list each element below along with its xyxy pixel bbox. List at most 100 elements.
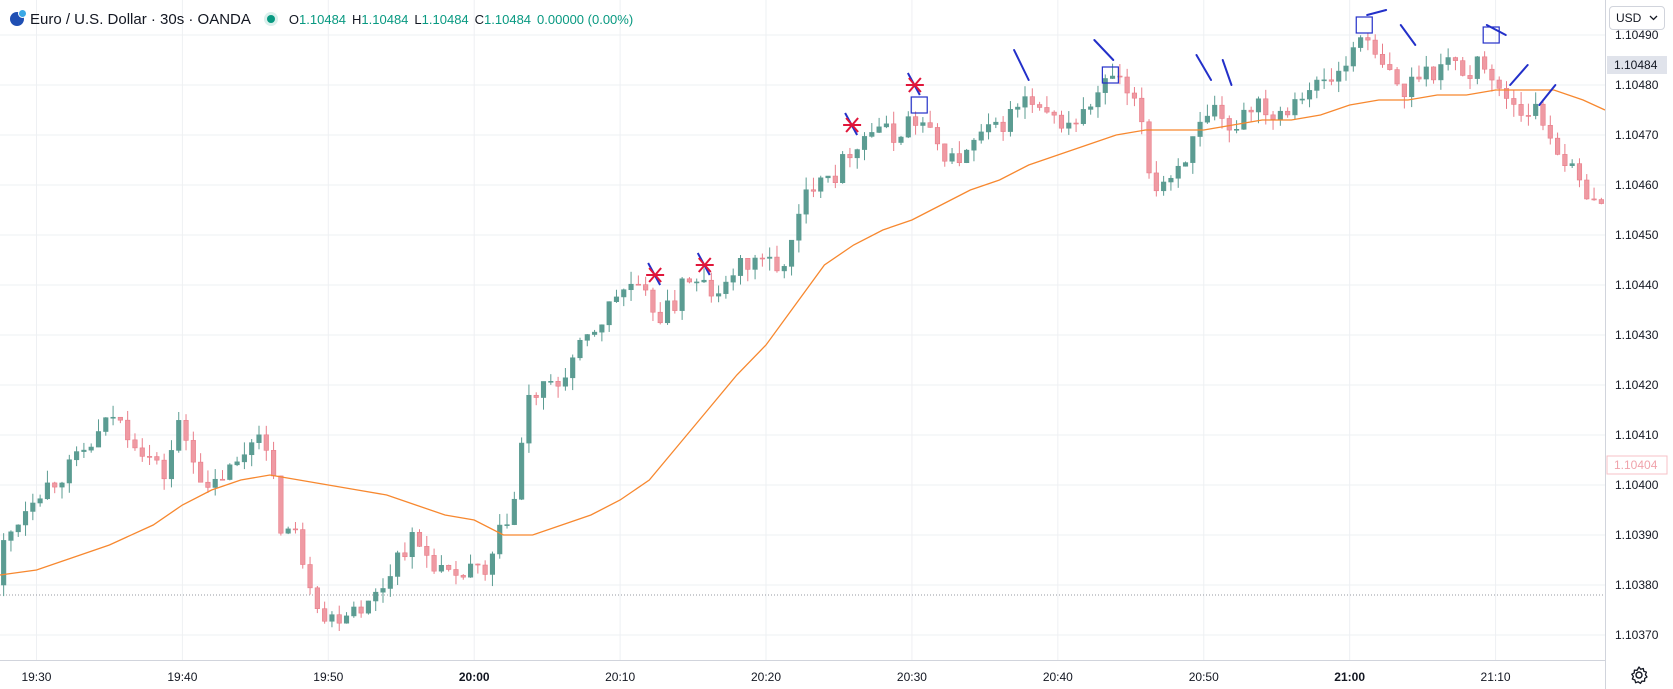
candle-up[interactable]	[1569, 163, 1575, 166]
candle-down[interactable]	[1248, 109, 1254, 113]
candle-up[interactable]	[1445, 57, 1451, 65]
candle-down[interactable]	[643, 284, 649, 291]
candle-down[interactable]	[1146, 121, 1152, 174]
candle-down[interactable]	[759, 257, 765, 260]
candle-down[interactable]	[533, 394, 539, 398]
candle-down[interactable]	[1037, 104, 1043, 108]
candle-up[interactable]	[803, 189, 809, 215]
candle-up[interactable]	[577, 339, 583, 359]
candle-down[interactable]	[1401, 83, 1407, 98]
candle-up[interactable]	[883, 123, 889, 128]
candle-up[interactable]	[1015, 106, 1021, 110]
candle-up[interactable]	[978, 131, 984, 141]
candle-up[interactable]	[1474, 56, 1480, 79]
candle-up[interactable]	[497, 524, 503, 555]
candle-up[interactable]	[1007, 109, 1013, 132]
candle-down[interactable]	[1452, 57, 1459, 61]
candle-up[interactable]	[1161, 181, 1167, 192]
candle-up[interactable]	[110, 416, 116, 419]
candle-up[interactable]	[752, 257, 758, 270]
candle-up[interactable]	[1066, 122, 1072, 129]
candle-up[interactable]	[1314, 79, 1320, 91]
candle-down[interactable]	[1051, 111, 1057, 116]
candle-down[interactable]	[1285, 110, 1291, 116]
candle-up[interactable]	[1095, 92, 1101, 108]
candle-down[interactable]	[271, 450, 277, 477]
candle-up[interactable]	[1321, 79, 1327, 82]
symbol-title[interactable]: Euro / U.S. Dollar · 30s · OANDA	[30, 10, 251, 28]
candle-up[interactable]	[504, 524, 510, 526]
candle-up[interactable]	[592, 331, 598, 335]
candle-up[interactable]	[869, 132, 875, 137]
candle-up[interactable]	[548, 381, 554, 383]
candle-up[interactable]	[920, 122, 926, 126]
candle-up[interactable]	[1409, 76, 1415, 98]
candle-up[interactable]	[395, 552, 401, 577]
candle-up[interactable]	[351, 606, 357, 617]
candle-down[interactable]	[913, 116, 919, 126]
candle-down[interactable]	[322, 608, 328, 622]
candle-up[interactable]	[621, 289, 627, 298]
candle-down[interactable]	[132, 439, 138, 449]
candle-up[interactable]	[168, 450, 175, 480]
candle-up[interactable]	[489, 553, 496, 575]
candle-up[interactable]	[767, 256, 773, 259]
candle-down[interactable]	[555, 381, 561, 387]
candle-up[interactable]	[81, 449, 87, 452]
candle-up[interactable]	[285, 528, 291, 534]
candle-up[interactable]	[15, 524, 21, 533]
candle-up[interactable]	[971, 139, 977, 151]
candle-up[interactable]	[1175, 165, 1181, 179]
candle-up[interactable]	[840, 154, 846, 184]
candle-down[interactable]	[1073, 122, 1079, 125]
candle-up[interactable]	[854, 149, 860, 159]
candle-down[interactable]	[1131, 92, 1138, 99]
candle-down[interactable]	[657, 311, 663, 324]
candle-up[interactable]	[249, 442, 255, 456]
candle-down[interactable]	[1482, 56, 1488, 70]
currency-dropdown[interactable]: USD	[1609, 6, 1665, 30]
candle-down[interactable]	[1328, 79, 1334, 82]
candle-up[interactable]	[329, 614, 335, 622]
candle-down[interactable]	[416, 532, 423, 547]
candle-up[interactable]	[88, 446, 94, 451]
candle-down[interactable]	[219, 478, 226, 481]
candle-down[interactable]	[402, 552, 408, 558]
candle-down[interactable]	[190, 440, 196, 463]
candle-down[interactable]	[1489, 68, 1495, 81]
candle-down[interactable]	[460, 575, 466, 578]
candle-down[interactable]	[1117, 75, 1123, 78]
candle-down[interactable]	[1058, 114, 1065, 129]
candle-up[interactable]	[562, 377, 568, 387]
candle-down[interactable]	[1591, 198, 1597, 201]
candle-up[interactable]	[737, 258, 744, 276]
candle-down[interactable]	[1518, 104, 1524, 116]
candle-down[interactable]	[1139, 97, 1145, 123]
candle-up[interactable]	[1080, 109, 1086, 124]
candle-up[interactable]	[664, 300, 671, 324]
candle-up[interactable]	[74, 451, 80, 461]
candle-up[interactable]	[694, 281, 700, 284]
candle-up[interactable]	[234, 461, 240, 466]
candle-down[interactable]	[161, 459, 167, 480]
candle-up[interactable]	[723, 281, 729, 294]
candle-up[interactable]	[1088, 106, 1094, 110]
candle-up[interactable]	[1204, 115, 1210, 123]
candle-down[interactable]	[686, 278, 692, 283]
candle-up[interactable]	[59, 482, 65, 488]
candle-up[interactable]	[716, 293, 722, 297]
candle-up[interactable]	[212, 478, 218, 488]
candle-up[interactable]	[788, 239, 795, 267]
candle-down[interactable]	[198, 461, 204, 483]
candle-up[interactable]	[103, 417, 109, 432]
candle-up[interactable]	[1255, 98, 1262, 113]
candle-up[interactable]	[176, 420, 182, 451]
candle-down[interactable]	[475, 563, 481, 566]
candle-down[interactable]	[1372, 39, 1378, 55]
candle-down[interactable]	[1525, 115, 1531, 117]
candle-down[interactable]	[1270, 114, 1276, 120]
candle-down[interactable]	[891, 123, 897, 143]
candle-up[interactable]	[1423, 66, 1429, 80]
candle-up[interactable]	[1533, 103, 1539, 116]
